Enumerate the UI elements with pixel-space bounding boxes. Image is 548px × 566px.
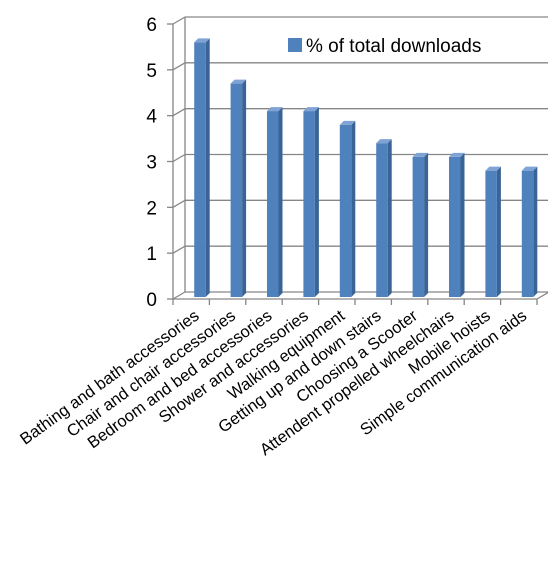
bar xyxy=(485,166,501,297)
y-tick-label: 0 xyxy=(146,290,157,311)
y-tick-labels: 0 1 2 3 4 5 6 xyxy=(146,15,157,311)
bar xyxy=(230,79,247,297)
bar-top xyxy=(339,120,356,125)
bar-front xyxy=(412,156,425,297)
bar xyxy=(521,166,538,297)
bar-side xyxy=(424,152,429,297)
bar-layer xyxy=(194,38,538,298)
legend-swatch xyxy=(288,38,302,52)
gridline-depth xyxy=(172,16,186,25)
gridline-depth xyxy=(172,62,186,71)
bar-top xyxy=(449,152,465,157)
bar-front xyxy=(339,124,352,297)
bar-top xyxy=(485,166,501,171)
y-tick-label: 4 xyxy=(146,107,157,128)
bar-top xyxy=(412,152,429,157)
bar-side xyxy=(387,139,392,297)
bar xyxy=(194,38,210,298)
floor-right-edge xyxy=(536,291,548,300)
legend-label: % of total downloads xyxy=(306,36,481,57)
bar-front xyxy=(303,111,315,297)
bar-front xyxy=(230,83,243,297)
axis-layer xyxy=(167,17,548,305)
gridline-depth xyxy=(172,291,186,300)
bar-top xyxy=(521,166,538,171)
y-tick-label: 2 xyxy=(146,198,157,219)
bar-side xyxy=(278,107,283,297)
bar-front xyxy=(449,156,461,297)
bar-top xyxy=(376,139,392,144)
bar-front xyxy=(194,42,206,298)
gridline-depth xyxy=(172,199,186,208)
y-tick-label: 1 xyxy=(146,244,157,265)
bar-front xyxy=(376,143,388,297)
bar-top xyxy=(194,38,210,43)
gridline-depth xyxy=(172,108,186,117)
bar xyxy=(376,139,392,297)
y-tick-label: 3 xyxy=(146,153,157,174)
legend: % of total downloads xyxy=(288,36,481,57)
bar-side xyxy=(205,38,210,297)
bar-side xyxy=(460,152,465,297)
y-tick-label: 6 xyxy=(146,15,157,36)
bar-side xyxy=(242,79,247,297)
bar-side xyxy=(351,120,356,297)
bar xyxy=(339,120,356,297)
bar-front xyxy=(521,170,534,297)
y-tick-label: 5 xyxy=(146,61,157,82)
bar-side xyxy=(496,166,501,297)
bar-side xyxy=(533,166,538,297)
bar-front xyxy=(485,170,497,297)
bar-top xyxy=(230,79,247,84)
bar xyxy=(449,152,465,297)
bar-top xyxy=(303,107,319,112)
gridline-depth xyxy=(172,153,186,163)
bar-side xyxy=(314,107,319,297)
bar xyxy=(303,107,319,297)
bar xyxy=(267,107,283,297)
bar-front xyxy=(267,111,279,297)
gridline-depth xyxy=(172,245,186,254)
bar-top xyxy=(267,107,283,112)
bar xyxy=(412,152,429,297)
